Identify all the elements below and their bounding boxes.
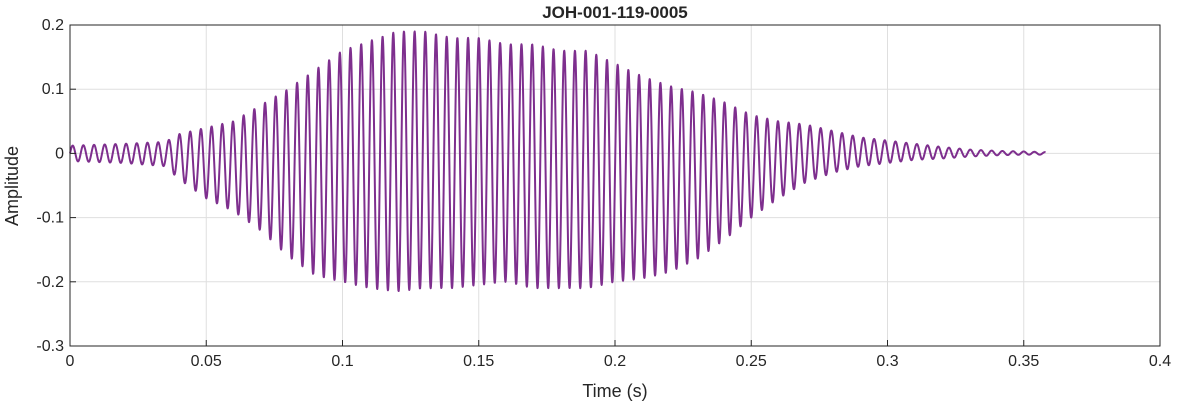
x-tick-label: 0.25 bbox=[736, 353, 767, 370]
x-tick-label: 0 bbox=[66, 353, 75, 370]
y-tick-label: 0 bbox=[55, 145, 64, 162]
x-tick-label: 0.35 bbox=[1008, 353, 1039, 370]
series-line-0 bbox=[69, 30, 1047, 292]
y-tick-label: -0.3 bbox=[36, 338, 64, 355]
chart-title: JOH-001-119-0005 bbox=[542, 3, 688, 22]
y-tick-label: 0.2 bbox=[42, 17, 64, 34]
y-axis-title: Amplitude bbox=[2, 146, 22, 226]
x-tick-label: 0.3 bbox=[876, 353, 898, 370]
x-tick-label: 0.4 bbox=[1149, 353, 1171, 370]
y-tick-label: -0.2 bbox=[36, 274, 64, 291]
y-tick-label: -0.1 bbox=[36, 210, 64, 227]
x-tick-label: 0.15 bbox=[463, 353, 494, 370]
x-axis-title: Time (s) bbox=[582, 381, 647, 401]
series-layer bbox=[69, 30, 1047, 292]
x-tick-label: 0.05 bbox=[191, 353, 222, 370]
x-tick-label: 0.2 bbox=[604, 353, 626, 370]
ticks: 0 0.05 0.1 0.15 0.2 0.25 0.3 0.35 0.4 -0.3 -0.2 -0.… bbox=[36, 17, 1171, 370]
x-tick-label: 0.1 bbox=[331, 353, 353, 370]
y-tick-label: 0.1 bbox=[42, 81, 64, 98]
